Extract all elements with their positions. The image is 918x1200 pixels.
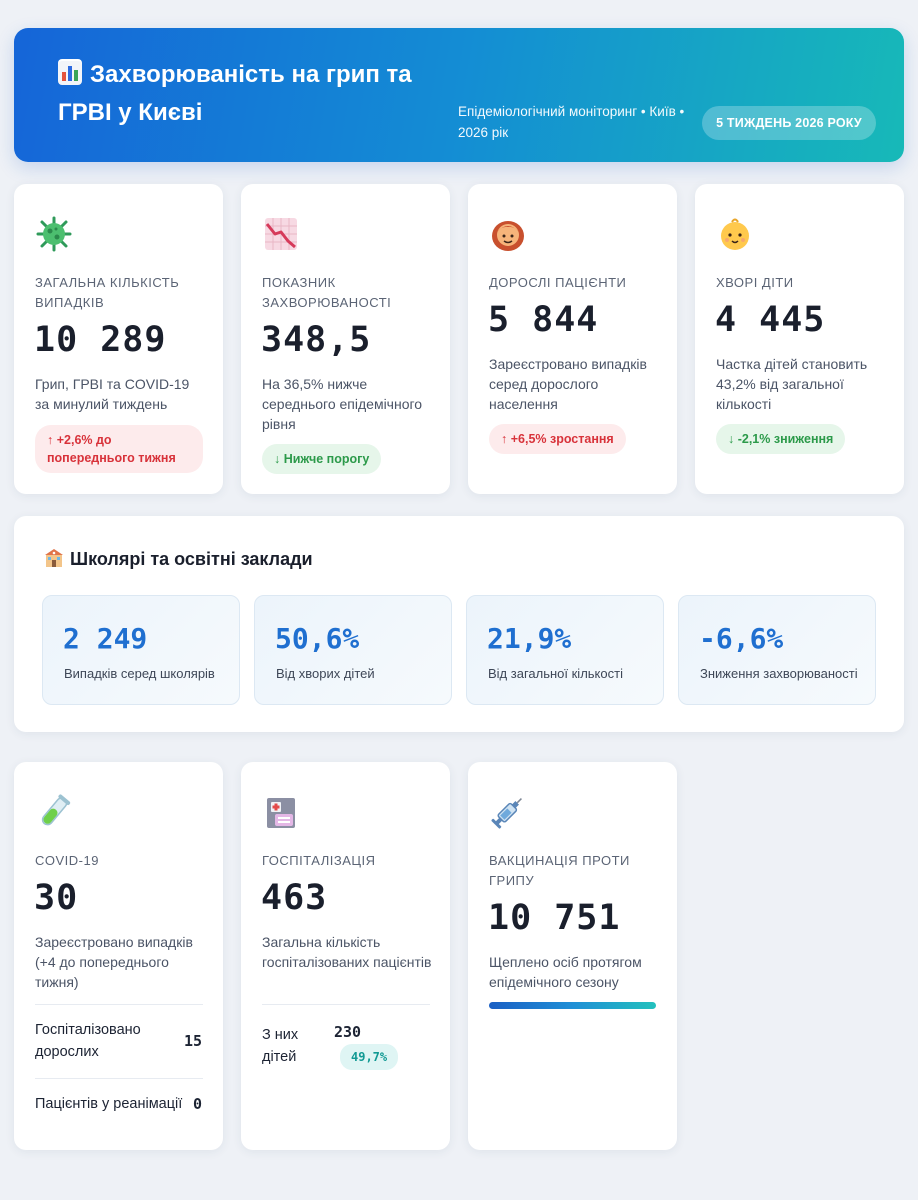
card-description: Загальна кількість госпіталізованих паці…	[262, 934, 432, 970]
total-cases-value: 10 289	[34, 320, 167, 360]
hospitalization-value: 463	[261, 878, 328, 918]
card-label: Госпіталізація	[262, 853, 376, 868]
stat-share-of-total: 21,9% Від загальної кількості	[466, 595, 664, 705]
vaccination-progress-bar	[489, 1002, 656, 1009]
stat-value: 50,6%	[275, 622, 360, 655]
card-label: Дорослі пацієнти	[489, 275, 627, 290]
row-label: Пацієнтів у реанімації	[35, 1096, 183, 1112]
card-adult-patients: Дорослі пацієнти 5 844 Зареєстровано вип…	[468, 184, 677, 494]
card-sick-children: Хворі діти 4 445 Частка дітей становить …	[695, 184, 904, 494]
card-description: Грип, ГРВІ та COVID-19 за минулий тижден…	[35, 376, 190, 412]
card-incidence-rate: Показник захворюваності 348,5 На 36,5% н…	[241, 184, 450, 494]
page-title: Захворюваність на грип та ГРВІ у Києві	[58, 59, 412, 126]
virus-icon	[34, 214, 74, 254]
syringe-icon	[488, 792, 528, 832]
test-tube-icon	[34, 792, 74, 832]
card-vaccination: Вакцинація проти грипу 10 751 Щеплено ос…	[468, 762, 677, 1150]
stat-value: 2 249	[63, 622, 148, 655]
sick-children-value: 4 445	[715, 300, 826, 340]
page-header: Захворюваність на грип та ГРВІ у Києві Е…	[14, 28, 904, 162]
card-label: Вакцинація проти грипу	[489, 853, 630, 888]
baby-icon	[715, 214, 755, 254]
stat-decrease: -6,6% Зниження захворюваності	[678, 595, 876, 705]
card-label: Загальна кількість випадків	[35, 275, 180, 310]
hospital-icon	[261, 792, 301, 832]
covid-value: 30	[34, 878, 79, 918]
card-label: Хворі діти	[716, 275, 794, 290]
stat-label: Випадків серед школярів	[64, 666, 215, 681]
children-label: З них дітей	[262, 1027, 299, 1065]
trend-badge: ↑ +2,6% до попереднього тижня	[35, 425, 203, 473]
stat-value: -6,6%	[699, 622, 784, 655]
card-hospitalization: Госпіталізація 463 Загальна кількість го…	[241, 762, 450, 1150]
school-icon	[44, 548, 64, 568]
children-value: 230	[334, 1023, 362, 1041]
stat-label: Від хворих дітей	[276, 666, 375, 681]
section-title: Школярі та освітні заклади	[44, 548, 313, 570]
children-share-badge: 49,7%	[340, 1044, 399, 1070]
trend-badge: ↑ +6,5% зростання	[489, 424, 626, 454]
card-description: Зареєстровано випадків серед дорослого н…	[489, 356, 647, 412]
divider	[262, 1004, 430, 1005]
trend-badge: ↓ Нижче порогу	[262, 444, 382, 474]
card-label: COVID-19	[35, 853, 99, 868]
card-description: На 36,5% нижче середнього епідемічного р…	[262, 376, 423, 432]
row-label: Госпіталізовано дорослих	[35, 1022, 141, 1060]
incidence-rate-value: 348,5	[261, 320, 372, 360]
row-value: 15	[184, 1032, 203, 1050]
card-covid: COVID-19 30 Зареєстровано випадків (+4 д…	[14, 762, 223, 1150]
trend-badge: ↓ -2,1% зниження	[716, 424, 846, 454]
stat-value: 21,9%	[487, 622, 572, 655]
chart-decreasing-icon	[261, 214, 301, 254]
stat-label: Зниження захворюваності	[700, 666, 858, 681]
row-value: 0	[193, 1095, 203, 1113]
bar-chart-icon	[58, 59, 82, 85]
card-description: Частка дітей становить 43,2% від загальн…	[716, 356, 868, 412]
card-total-cases: Загальна кількість випадків 10 289 Грип,…	[14, 184, 223, 494]
stat-schoolers-cases: 2 249 Випадків серед школярів	[42, 595, 240, 705]
divider	[35, 1004, 203, 1005]
card-description: Щеплено осіб протягом епідемічного сезон…	[489, 954, 642, 990]
adult-patients-value: 5 844	[488, 300, 599, 340]
woman-icon	[488, 214, 528, 254]
week-badge: 5 ТИЖДЕНЬ 2026 РОКУ	[702, 106, 876, 140]
vaccination-value: 10 751	[488, 898, 621, 938]
card-label: Показник захворюваності	[262, 275, 392, 310]
header-meta: Епідеміологічний моніторинг • Київ • 202…	[458, 104, 685, 140]
schoolers-section: Школярі та освітні заклади 2 249 Випадкі…	[14, 516, 904, 732]
card-description: Зареєстровано випадків (+4 до попередньо…	[35, 934, 193, 990]
divider	[35, 1078, 203, 1079]
stat-label: Від загальної кількості	[488, 666, 623, 681]
stat-share-of-children: 50,6% Від хворих дітей	[254, 595, 452, 705]
